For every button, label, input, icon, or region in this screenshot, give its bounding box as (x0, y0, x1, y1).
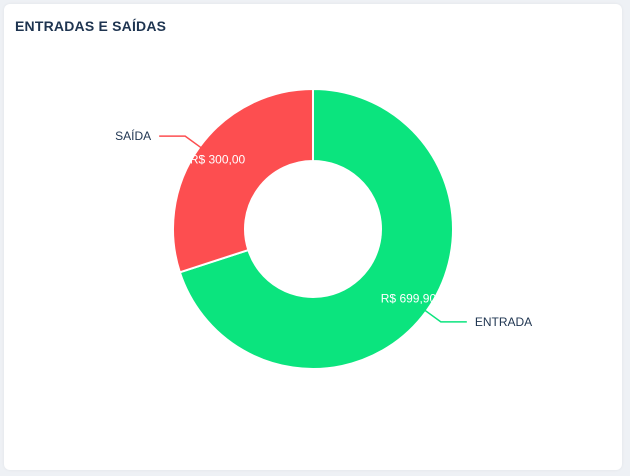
slice-value-label: R$ 699,90 (381, 291, 437, 305)
slice-saida[interactable] (172, 87, 314, 274)
slices-group (172, 87, 454, 370)
slice-entrada[interactable] (178, 87, 454, 370)
card-title: ENTRADAS E SAÍDAS (15, 18, 167, 34)
labels-group: R$ 699,90 ENTRADA R$ 300,00 SAÍDA (115, 128, 532, 329)
slice-value-label: R$ 300,00 (190, 153, 246, 167)
leader-line (422, 308, 467, 323)
category-label: SAÍDA (115, 128, 151, 143)
leader-line (159, 135, 204, 150)
category-label: ENTRADA (475, 315, 532, 329)
chart-card: ENTRADAS E SAÍDAS (4, 4, 622, 470)
